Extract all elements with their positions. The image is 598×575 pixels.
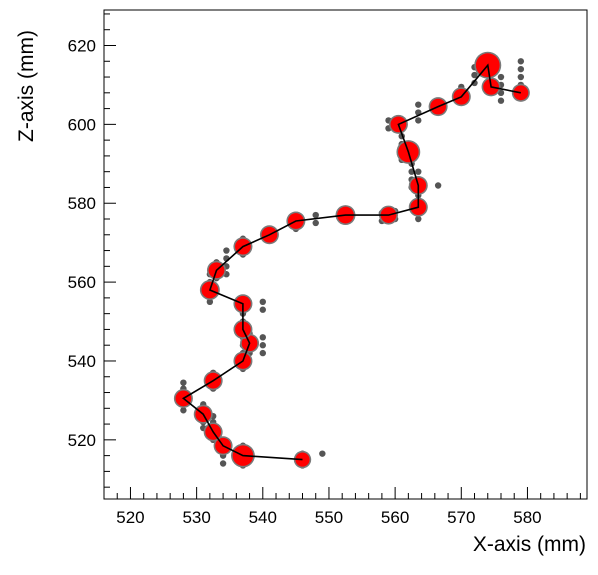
hit-point: [435, 182, 441, 188]
hit-point: [498, 98, 504, 104]
hit-point: [313, 212, 319, 218]
y-tick-label: 600: [68, 115, 96, 134]
x-tick-label: 520: [116, 508, 144, 527]
x-tick-label: 530: [182, 508, 210, 527]
cluster-point: [513, 85, 528, 100]
y-tick-label: 580: [68, 194, 96, 213]
hit-point: [313, 220, 319, 226]
plot-frame: [104, 10, 587, 499]
hit-point: [415, 216, 421, 222]
hit-point: [260, 299, 266, 305]
hit-point: [220, 460, 226, 466]
hit-point: [415, 168, 421, 174]
hit-point: [223, 247, 229, 253]
hit-point: [260, 350, 266, 356]
hit-point: [498, 74, 504, 80]
x-tick-label: 580: [513, 508, 541, 527]
hit-point: [415, 101, 421, 107]
x-tick-label: 570: [447, 508, 475, 527]
y-tick-label: 620: [68, 36, 96, 55]
x-tick-label: 550: [315, 508, 343, 527]
hit-point: [260, 342, 266, 348]
hit-point: [180, 407, 186, 413]
hit-point: [518, 58, 524, 64]
hit-point: [518, 74, 524, 80]
x-tick-label: 540: [249, 508, 277, 527]
hit-point: [415, 117, 421, 123]
hit-point: [260, 334, 266, 340]
hit-point: [319, 450, 325, 456]
hit-point: [518, 66, 524, 72]
x-tick-label: 560: [381, 508, 409, 527]
y-tick-label: 540: [68, 352, 96, 371]
y-tick-label: 520: [68, 431, 96, 450]
x-axis-title: X-axis (mm): [473, 533, 586, 556]
hit-point: [180, 379, 186, 385]
y-axis-title: Z-axis (mm): [15, 30, 38, 142]
hit-point: [260, 307, 266, 313]
y-tick-label: 560: [68, 273, 96, 292]
